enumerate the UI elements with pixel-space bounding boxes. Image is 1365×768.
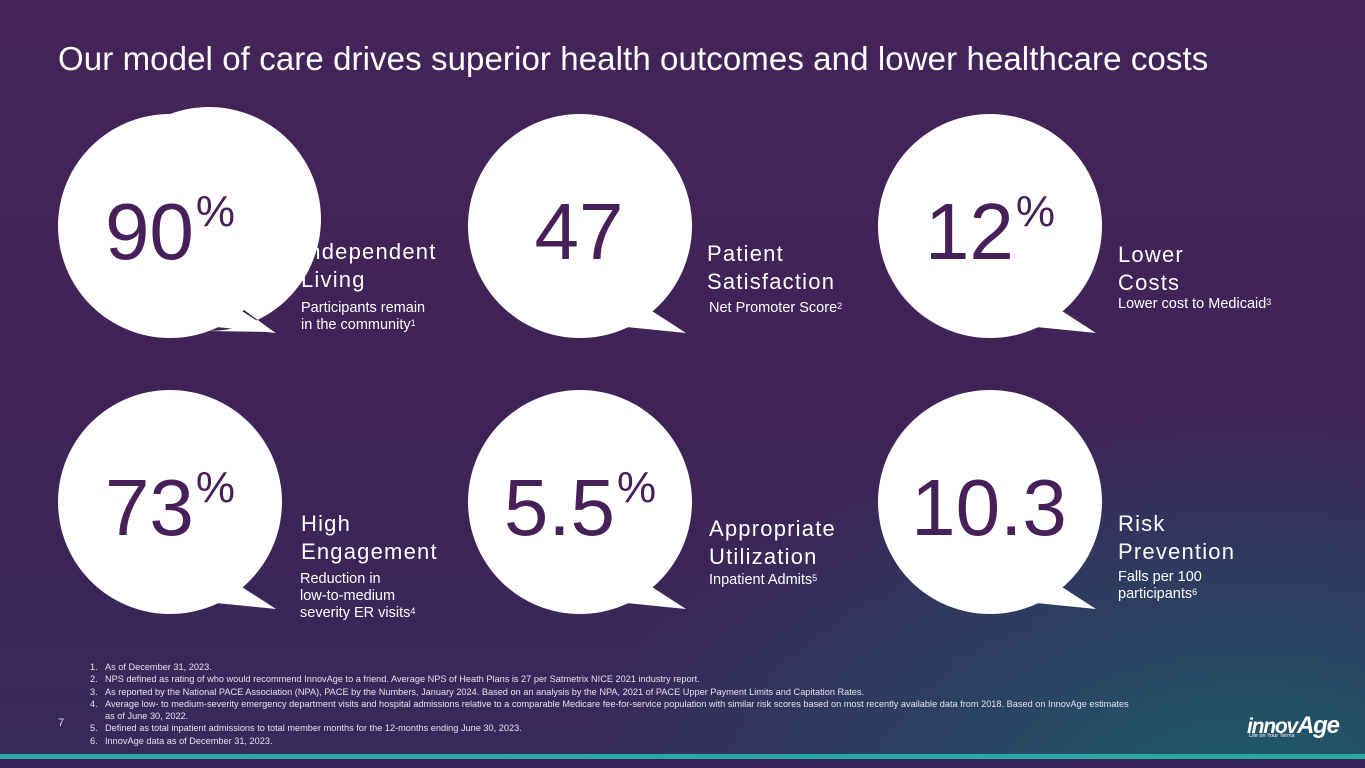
stat-description: Participants remain in the community1 — [301, 300, 426, 333]
stat-description: Reduction in low-to-medium severity ER vis… — [300, 571, 416, 621]
stat-bubble-high-engagement: 73% — [58, 390, 298, 630]
innovage-logo: innovAge Life on Your Terms — [1247, 712, 1340, 742]
stat-label: Independent Living — [301, 239, 437, 292]
footnote-item: 1. As of December 31, 2023. — [90, 662, 212, 672]
stat-label: High Engagement — [301, 511, 438, 564]
stat-value: 73% — [104, 463, 236, 552]
stat-bubble-patient-satisfaction: 47 — [468, 114, 708, 354]
stat-bubble-lower-costs: 12% — [878, 114, 1118, 354]
footnote-item: 4. Average low- to medium-severity emerge… — [90, 698, 1129, 722]
accent-bar — [0, 754, 1365, 759]
footnote-item: 3. As reported by the National PACE Assoc… — [90, 686, 865, 697]
footnote-item: 5. Defined as total inpatient admissions … — [90, 723, 522, 734]
page-title: Our model of care drives superior health… — [58, 40, 1209, 77]
speech-bubble-shape — [468, 390, 692, 614]
stat-label: Lower Costs — [1118, 242, 1184, 295]
speech-bubble-shape — [468, 114, 692, 338]
footnote-item: 2. NPS defined as rating of who would rec… — [90, 674, 700, 685]
speech-bubble-shape — [878, 114, 1102, 338]
footer-band — [0, 759, 1365, 768]
stat-bubble-risk-prevention: 10.3 — [878, 390, 1118, 630]
stat-value: 10.3 — [911, 463, 1067, 552]
speech-bubble-shape — [58, 107, 321, 338]
stat-bubble-appropriate-utilization: 5.5% — [468, 390, 708, 630]
footnotes: 1. As of December 31, 2023. 2. NPS defined… — [90, 661, 1140, 747]
stat-bubble-independent-living: 90% — [58, 107, 321, 354]
logo-tagline: Life on Your Terms — [1249, 733, 1295, 739]
logo-wordmark: innovAge — [1247, 712, 1340, 739]
stat-description: Lower cost to Medicaid3 — [1118, 296, 1272, 312]
stat-label: Patient Satisfaction — [707, 241, 836, 294]
stat-description: Inpatient Admits5 — [709, 572, 818, 588]
speech-bubble-shape — [878, 390, 1102, 614]
stat-value: 47 — [534, 187, 624, 276]
stat-description: Net Promoter Score2 — [709, 300, 843, 316]
speech-bubble-shape — [58, 390, 282, 614]
stat-value: 12% — [924, 187, 1056, 276]
stat-label: Risk Prevention — [1118, 511, 1236, 564]
footnote-item: 6. InnovAge data as of December 31, 2023. — [90, 735, 273, 746]
page-number: 7 — [58, 717, 65, 729]
stat-value: 90% — [104, 187, 236, 276]
stat-value: 5.5% — [503, 463, 657, 552]
stat-description: Falls per 100 participants6 — [1118, 569, 1202, 602]
stat-label: Appropriate Utilization — [709, 516, 836, 569]
